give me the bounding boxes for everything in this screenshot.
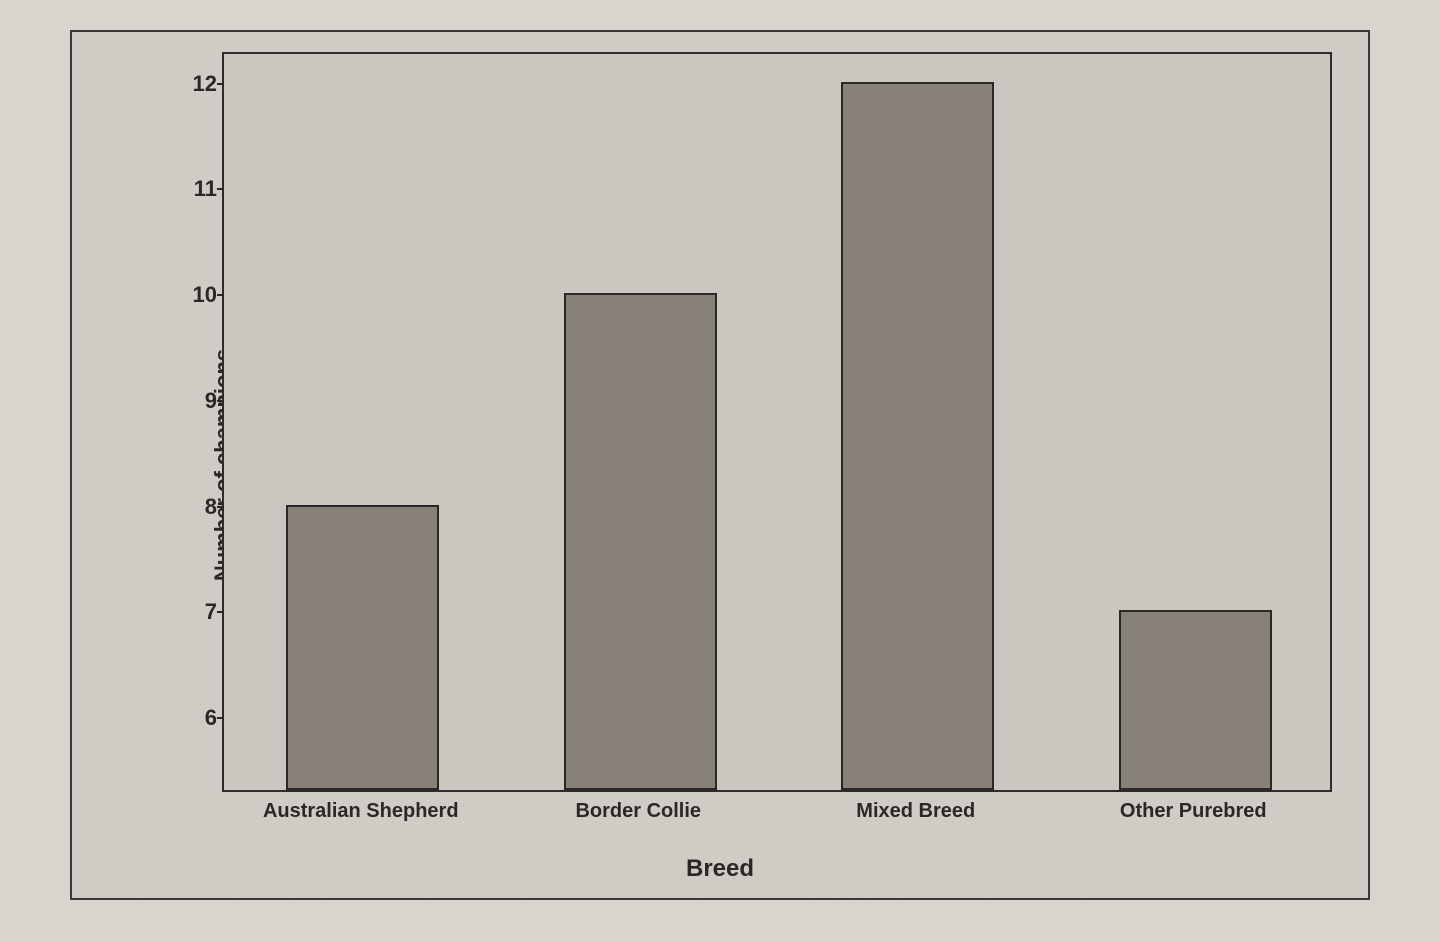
plot-area xyxy=(224,54,1330,790)
y-tick-label: 10 xyxy=(193,282,217,308)
bar xyxy=(1119,610,1272,790)
bar xyxy=(286,505,439,790)
x-axis-label: Breed xyxy=(686,855,754,883)
bar xyxy=(564,293,717,790)
x-tick-label: Border Collie xyxy=(575,800,701,823)
chart-outer-frame: Number of champions Breed 6789101112 Aus… xyxy=(70,30,1370,900)
y-tick-label: 8 xyxy=(205,494,217,520)
y-tick-mark xyxy=(217,400,224,402)
y-tick-label: 6 xyxy=(205,705,217,731)
y-tick-mark xyxy=(217,611,224,613)
y-tick-mark xyxy=(217,717,224,719)
x-tick-label: Australian Shepherd xyxy=(263,800,459,823)
y-tick-mark xyxy=(217,294,224,296)
x-tick-label: Other Purebred xyxy=(1120,800,1267,823)
bar xyxy=(841,82,994,790)
chart-container: Number of champions Breed 6789101112 Aus… xyxy=(72,32,1368,898)
page-wrapper: Number of champions Breed 6789101112 Aus… xyxy=(0,0,1440,941)
y-tick-mark xyxy=(217,83,224,85)
y-tick-mark xyxy=(217,506,224,508)
y-tick-label: 12 xyxy=(193,71,217,97)
y-tick-label: 7 xyxy=(205,599,217,625)
x-tick-label: Mixed Breed xyxy=(856,800,975,823)
y-tick-label: 9 xyxy=(205,388,217,414)
plot-frame xyxy=(222,52,1332,792)
y-tick-mark xyxy=(217,188,224,190)
y-tick-label: 11 xyxy=(194,176,217,202)
